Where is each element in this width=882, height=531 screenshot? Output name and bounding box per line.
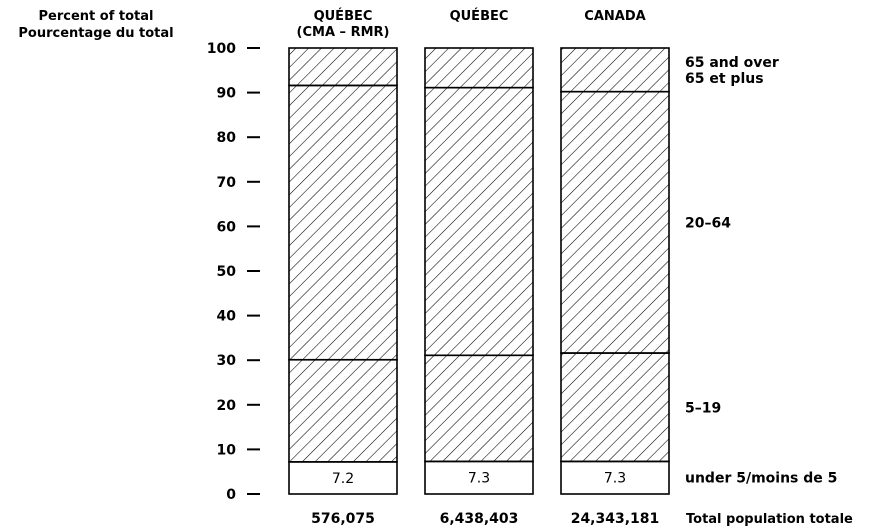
y-axis: 0 10 20 30 40 50 60 70 80 90 100 (207, 41, 260, 503)
total-population-row: 576,075 6,438,403 24,343,181 (311, 511, 659, 527)
series-label: 65 et plus (685, 71, 764, 87)
y-tick-label: 40 (217, 309, 237, 325)
bar-segment (288, 461, 398, 495)
y-tick-label: 0 (226, 487, 236, 503)
y-tick-label: 70 (217, 175, 237, 191)
category-label: (CMA – RMR) (297, 25, 390, 40)
category-label: QUÉBEC (450, 8, 509, 24)
bar-segment (424, 86, 534, 357)
bar-segment (288, 47, 398, 87)
total-population-label: Total population totale (686, 512, 853, 527)
series-side-labels: under 5/moins de 5 5–19 20–64 65 and over65… (685, 55, 837, 487)
y-tick-label: 10 (217, 442, 237, 458)
y-axis-label-line-1: Percent of total (39, 9, 154, 24)
bar-segment (424, 47, 534, 89)
series-label: 65 and over (685, 55, 779, 71)
data-label: 7.3 (604, 471, 626, 487)
series-label: 5–19 (685, 400, 721, 416)
bar-segment (288, 358, 398, 463)
bars: 7.2 7.3 7.3 (288, 47, 670, 495)
total-population-value: 576,075 (311, 511, 375, 527)
y-tick-label: 20 (217, 398, 237, 414)
bar-segment (560, 352, 670, 463)
bar-segment (424, 460, 534, 495)
bar-segment (424, 354, 534, 463)
y-tick-label: 100 (207, 41, 236, 57)
category-labels: QUÉBEC(CMA – RMR)QUÉBEC CANADA (297, 8, 646, 40)
y-tick-label: 60 (217, 219, 237, 235)
bar-segment (560, 47, 670, 93)
bar-segment (560, 460, 670, 495)
total-population-value: 24,343,181 (571, 511, 660, 527)
bar-segment (560, 90, 670, 354)
category-label: CANADA (584, 9, 645, 24)
y-tick-label: 50 (217, 264, 237, 280)
series-label: 20–64 (685, 215, 731, 231)
y-axis-label-line-2: Pourcentage du total (18, 26, 173, 41)
data-label: 7.2 (332, 471, 354, 487)
category-label: QUÉBEC (314, 8, 373, 24)
total-population-value: 6,438,403 (440, 511, 519, 527)
series-label: under 5/moins de 5 (685, 471, 837, 487)
data-label: 7.3 (468, 471, 490, 487)
y-tick-label: 80 (217, 130, 237, 146)
y-tick-label: 90 (217, 86, 237, 102)
y-tick-label: 30 (217, 353, 237, 369)
bar-segment (288, 84, 398, 361)
